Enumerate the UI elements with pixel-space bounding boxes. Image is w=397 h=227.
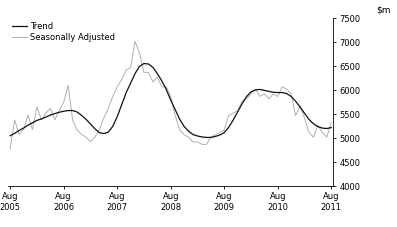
Y-axis label: $m: $m — [377, 6, 391, 15]
Legend: Trend, Seasonally Adjusted: Trend, Seasonally Adjusted — [12, 22, 116, 42]
